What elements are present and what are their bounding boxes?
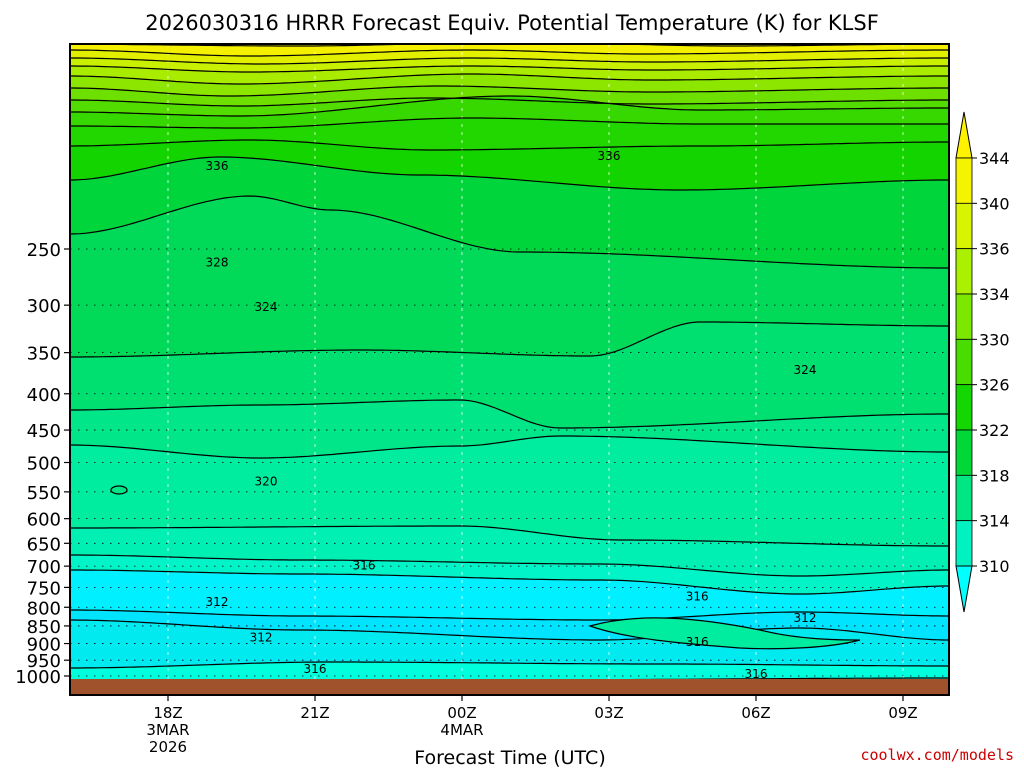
contour-label: 316 bbox=[686, 635, 709, 649]
x-tick-label: 09Z bbox=[888, 704, 917, 722]
colorbar-label: 336 bbox=[979, 240, 1010, 259]
source-watermark: coolwx.com/models bbox=[860, 746, 1014, 764]
contour-label: 320 bbox=[255, 475, 278, 489]
x-tick-label: 03Z bbox=[594, 704, 623, 722]
y-tick-label: 900 bbox=[27, 635, 61, 656]
contour-line bbox=[70, 49, 949, 57]
contour-line bbox=[70, 619, 949, 641]
y-tick-label: 600 bbox=[27, 510, 61, 531]
contour-line bbox=[70, 44, 949, 47]
contour-line bbox=[70, 661, 949, 669]
colorbar: 344 340 336 334 330 326 322 318 314 310 bbox=[955, 111, 1010, 613]
contour-label: 336 bbox=[598, 149, 621, 163]
y-tick-label: 850 bbox=[27, 617, 61, 638]
y-tick-label: 350 bbox=[27, 344, 61, 365]
contour-line bbox=[70, 569, 949, 595]
colorbar-swatch bbox=[955, 248, 973, 295]
contour-line bbox=[70, 95, 949, 117]
contour-closed bbox=[110, 485, 128, 495]
contour-line bbox=[70, 73, 949, 85]
x-tick-label: 3MAR bbox=[146, 721, 189, 739]
contour-line bbox=[70, 609, 949, 621]
y-tick-label: 1000 bbox=[15, 667, 61, 688]
contour-label: 316 bbox=[745, 667, 768, 681]
colorbar-swatch bbox=[955, 293, 973, 340]
contour-line bbox=[70, 57, 949, 65]
contour-line bbox=[70, 139, 949, 151]
colorbar-label: 334 bbox=[979, 285, 1010, 304]
y-tick-label: 550 bbox=[27, 483, 61, 504]
contour-line bbox=[70, 85, 949, 97]
contour-line bbox=[70, 321, 949, 358]
contour-closed bbox=[587, 617, 861, 650]
colorbar-label: 318 bbox=[979, 466, 1010, 485]
contour-label: 336 bbox=[206, 159, 229, 173]
y-tick-label: 250 bbox=[27, 240, 61, 261]
y-tick-label: 800 bbox=[27, 598, 61, 619]
contour-label: 324 bbox=[255, 300, 278, 314]
contour-label: 316 bbox=[686, 589, 709, 603]
colorbar-label: 344 bbox=[979, 149, 1010, 168]
colorbar-label: 310 bbox=[979, 557, 1010, 576]
x-axis-title: Forecast Time (UTC) bbox=[414, 747, 605, 768]
y-tick-label: 650 bbox=[27, 534, 61, 555]
contour-line bbox=[70, 554, 949, 577]
contour-label: 316 bbox=[353, 558, 376, 572]
y-tick-label: 450 bbox=[27, 421, 61, 442]
y-tick-label: 400 bbox=[27, 385, 61, 406]
contour-label: 312 bbox=[794, 611, 817, 625]
chart-title: 2026030316 HRRR Forecast Equiv. Potentia… bbox=[145, 11, 879, 35]
colorbar-bottom-arrow bbox=[955, 565, 973, 613]
colorbar-swatch bbox=[955, 202, 973, 250]
contour-line bbox=[70, 435, 949, 459]
ground-layer bbox=[70, 679, 949, 695]
y-tick-label: 950 bbox=[27, 651, 61, 672]
colorbar-top-arrow bbox=[955, 111, 973, 159]
contour-line bbox=[70, 525, 949, 547]
x-tick-label: 00Z bbox=[447, 704, 476, 722]
y-tick-label: 750 bbox=[27, 578, 61, 599]
y-tick-label: 300 bbox=[27, 296, 61, 317]
colorbar-swatch bbox=[955, 429, 973, 476]
x-tick-label: 06Z bbox=[741, 704, 770, 722]
contour-label: 328 bbox=[206, 255, 229, 269]
plot-frame bbox=[69, 43, 950, 696]
colorbar-swatch bbox=[955, 338, 973, 386]
contour-label: 312 bbox=[206, 595, 229, 609]
colorbar-label: 326 bbox=[979, 376, 1010, 395]
colorbar-label: 330 bbox=[979, 330, 1010, 349]
x-tick-label: 2026 bbox=[149, 738, 187, 756]
colorbar-label: 340 bbox=[979, 194, 1010, 213]
colorbar-label: 314 bbox=[979, 512, 1010, 531]
contour-lines bbox=[70, 44, 949, 683]
y-tick-label: 500 bbox=[27, 453, 61, 474]
contour-line bbox=[70, 97, 949, 107]
bands-layer bbox=[70, 44, 949, 695]
colorbar-label: 322 bbox=[979, 421, 1010, 440]
colorbar-swatch bbox=[955, 520, 973, 567]
x-tick-label: 21Z bbox=[300, 704, 329, 722]
y-tick-label: 700 bbox=[27, 557, 61, 578]
colorbar-swatch bbox=[955, 157, 973, 204]
contour-line bbox=[70, 399, 949, 429]
contour-label-layer: 336 336 328 324 324 320 316 316 312 312 312 316 316 3… bbox=[206, 149, 817, 681]
contour-label: 312 bbox=[250, 630, 273, 644]
contour-line bbox=[70, 195, 949, 269]
colorbar-swatch bbox=[955, 384, 973, 431]
x-tick-label: 4MAR bbox=[440, 721, 483, 739]
contour-label: 316 bbox=[304, 662, 327, 676]
x-tick-label: 18Z bbox=[153, 704, 182, 722]
contour-line bbox=[70, 65, 949, 73]
contour-line bbox=[70, 117, 949, 129]
y-axis: 2503003504004505005506006507007508008509… bbox=[15, 240, 70, 688]
contour-label: 324 bbox=[794, 363, 817, 377]
colorbar-swatch bbox=[955, 474, 973, 522]
contour-line bbox=[70, 156, 949, 191]
